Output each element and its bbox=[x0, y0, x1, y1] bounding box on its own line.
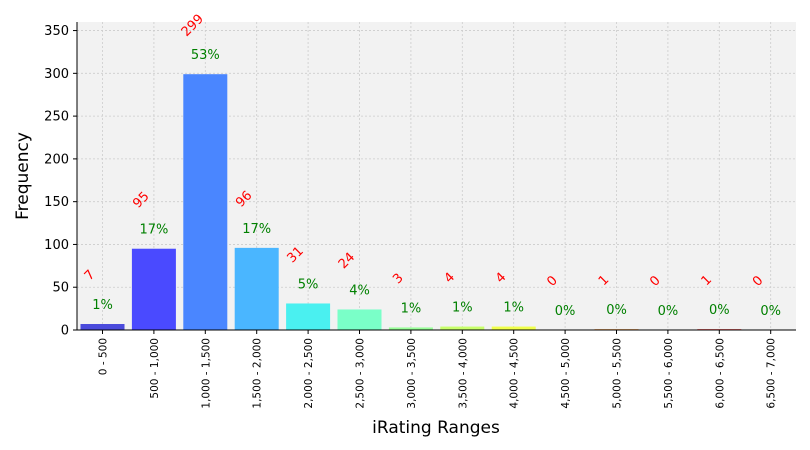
bar bbox=[80, 324, 125, 330]
bar bbox=[440, 326, 485, 330]
x-tick-label: 3,500 - 4,000 bbox=[457, 338, 469, 409]
bar bbox=[131, 248, 176, 330]
bar bbox=[286, 303, 331, 330]
bar bbox=[183, 74, 228, 330]
percent-label: 0% bbox=[606, 303, 627, 318]
y-axis-label: Frequency bbox=[13, 132, 33, 220]
percent-label: 1% bbox=[503, 301, 524, 316]
y-tick-label: 50 bbox=[52, 281, 69, 296]
y-tick-label: 100 bbox=[44, 238, 69, 253]
bar bbox=[491, 326, 536, 330]
bars bbox=[80, 74, 742, 330]
x-tick-label: 0 - 500 bbox=[98, 338, 110, 375]
percent-label: 0% bbox=[555, 304, 576, 319]
percent-label: 4% bbox=[349, 283, 370, 298]
y-tick-label: 250 bbox=[44, 110, 69, 125]
x-tick-label: 3,000 - 3,500 bbox=[406, 338, 418, 409]
bar bbox=[388, 327, 433, 330]
y-tick-label: 300 bbox=[44, 67, 69, 82]
x-tick-label: 500 - 1,000 bbox=[149, 338, 161, 399]
y-tick-label: 200 bbox=[44, 152, 69, 167]
x-tick-label: 6,000 - 6,500 bbox=[714, 338, 726, 409]
percent-label: 0% bbox=[709, 303, 730, 318]
percent-label: 17% bbox=[242, 222, 271, 237]
x-tick-label: 2,500 - 3,000 bbox=[355, 338, 367, 409]
x-axis-ticks: 0 - 500 500 - 1,000 1,000 - 1,500 1,500 - 2… bbox=[98, 330, 778, 409]
percent-label: 17% bbox=[139, 223, 168, 238]
x-tick-label: 5,000 - 5,500 bbox=[612, 338, 624, 409]
percent-label: 5% bbox=[298, 277, 319, 292]
bar bbox=[337, 309, 382, 330]
y-tick-label: 350 bbox=[44, 24, 69, 39]
percent-label: 1% bbox=[452, 301, 473, 316]
percent-label: 53% bbox=[191, 48, 220, 63]
percent-label: 1% bbox=[401, 301, 422, 316]
x-tick-label: 5,500 - 6,000 bbox=[663, 338, 675, 409]
x-tick-label: 4,000 - 4,500 bbox=[509, 338, 521, 409]
y-axis-ticks: 0 50 100 150 200 250 300 350 bbox=[44, 24, 77, 339]
percent-label: 0% bbox=[760, 304, 781, 319]
x-tick-label: 2,000 - 2,500 bbox=[303, 338, 315, 409]
bar bbox=[234, 247, 279, 330]
x-tick-label: 1,000 - 1,500 bbox=[200, 338, 212, 409]
percent-label: 0% bbox=[658, 304, 679, 319]
y-tick-label: 0 bbox=[61, 324, 69, 339]
percent-label: 1% bbox=[92, 298, 113, 313]
x-axis-label: iRating Ranges bbox=[372, 418, 500, 438]
x-tick-label: 4,500 - 5,000 bbox=[560, 338, 572, 409]
x-tick-label: 6,500 - 7,000 bbox=[766, 338, 778, 409]
x-tick-label: 1,500 - 2,000 bbox=[252, 338, 264, 409]
y-tick-label: 150 bbox=[44, 195, 69, 210]
